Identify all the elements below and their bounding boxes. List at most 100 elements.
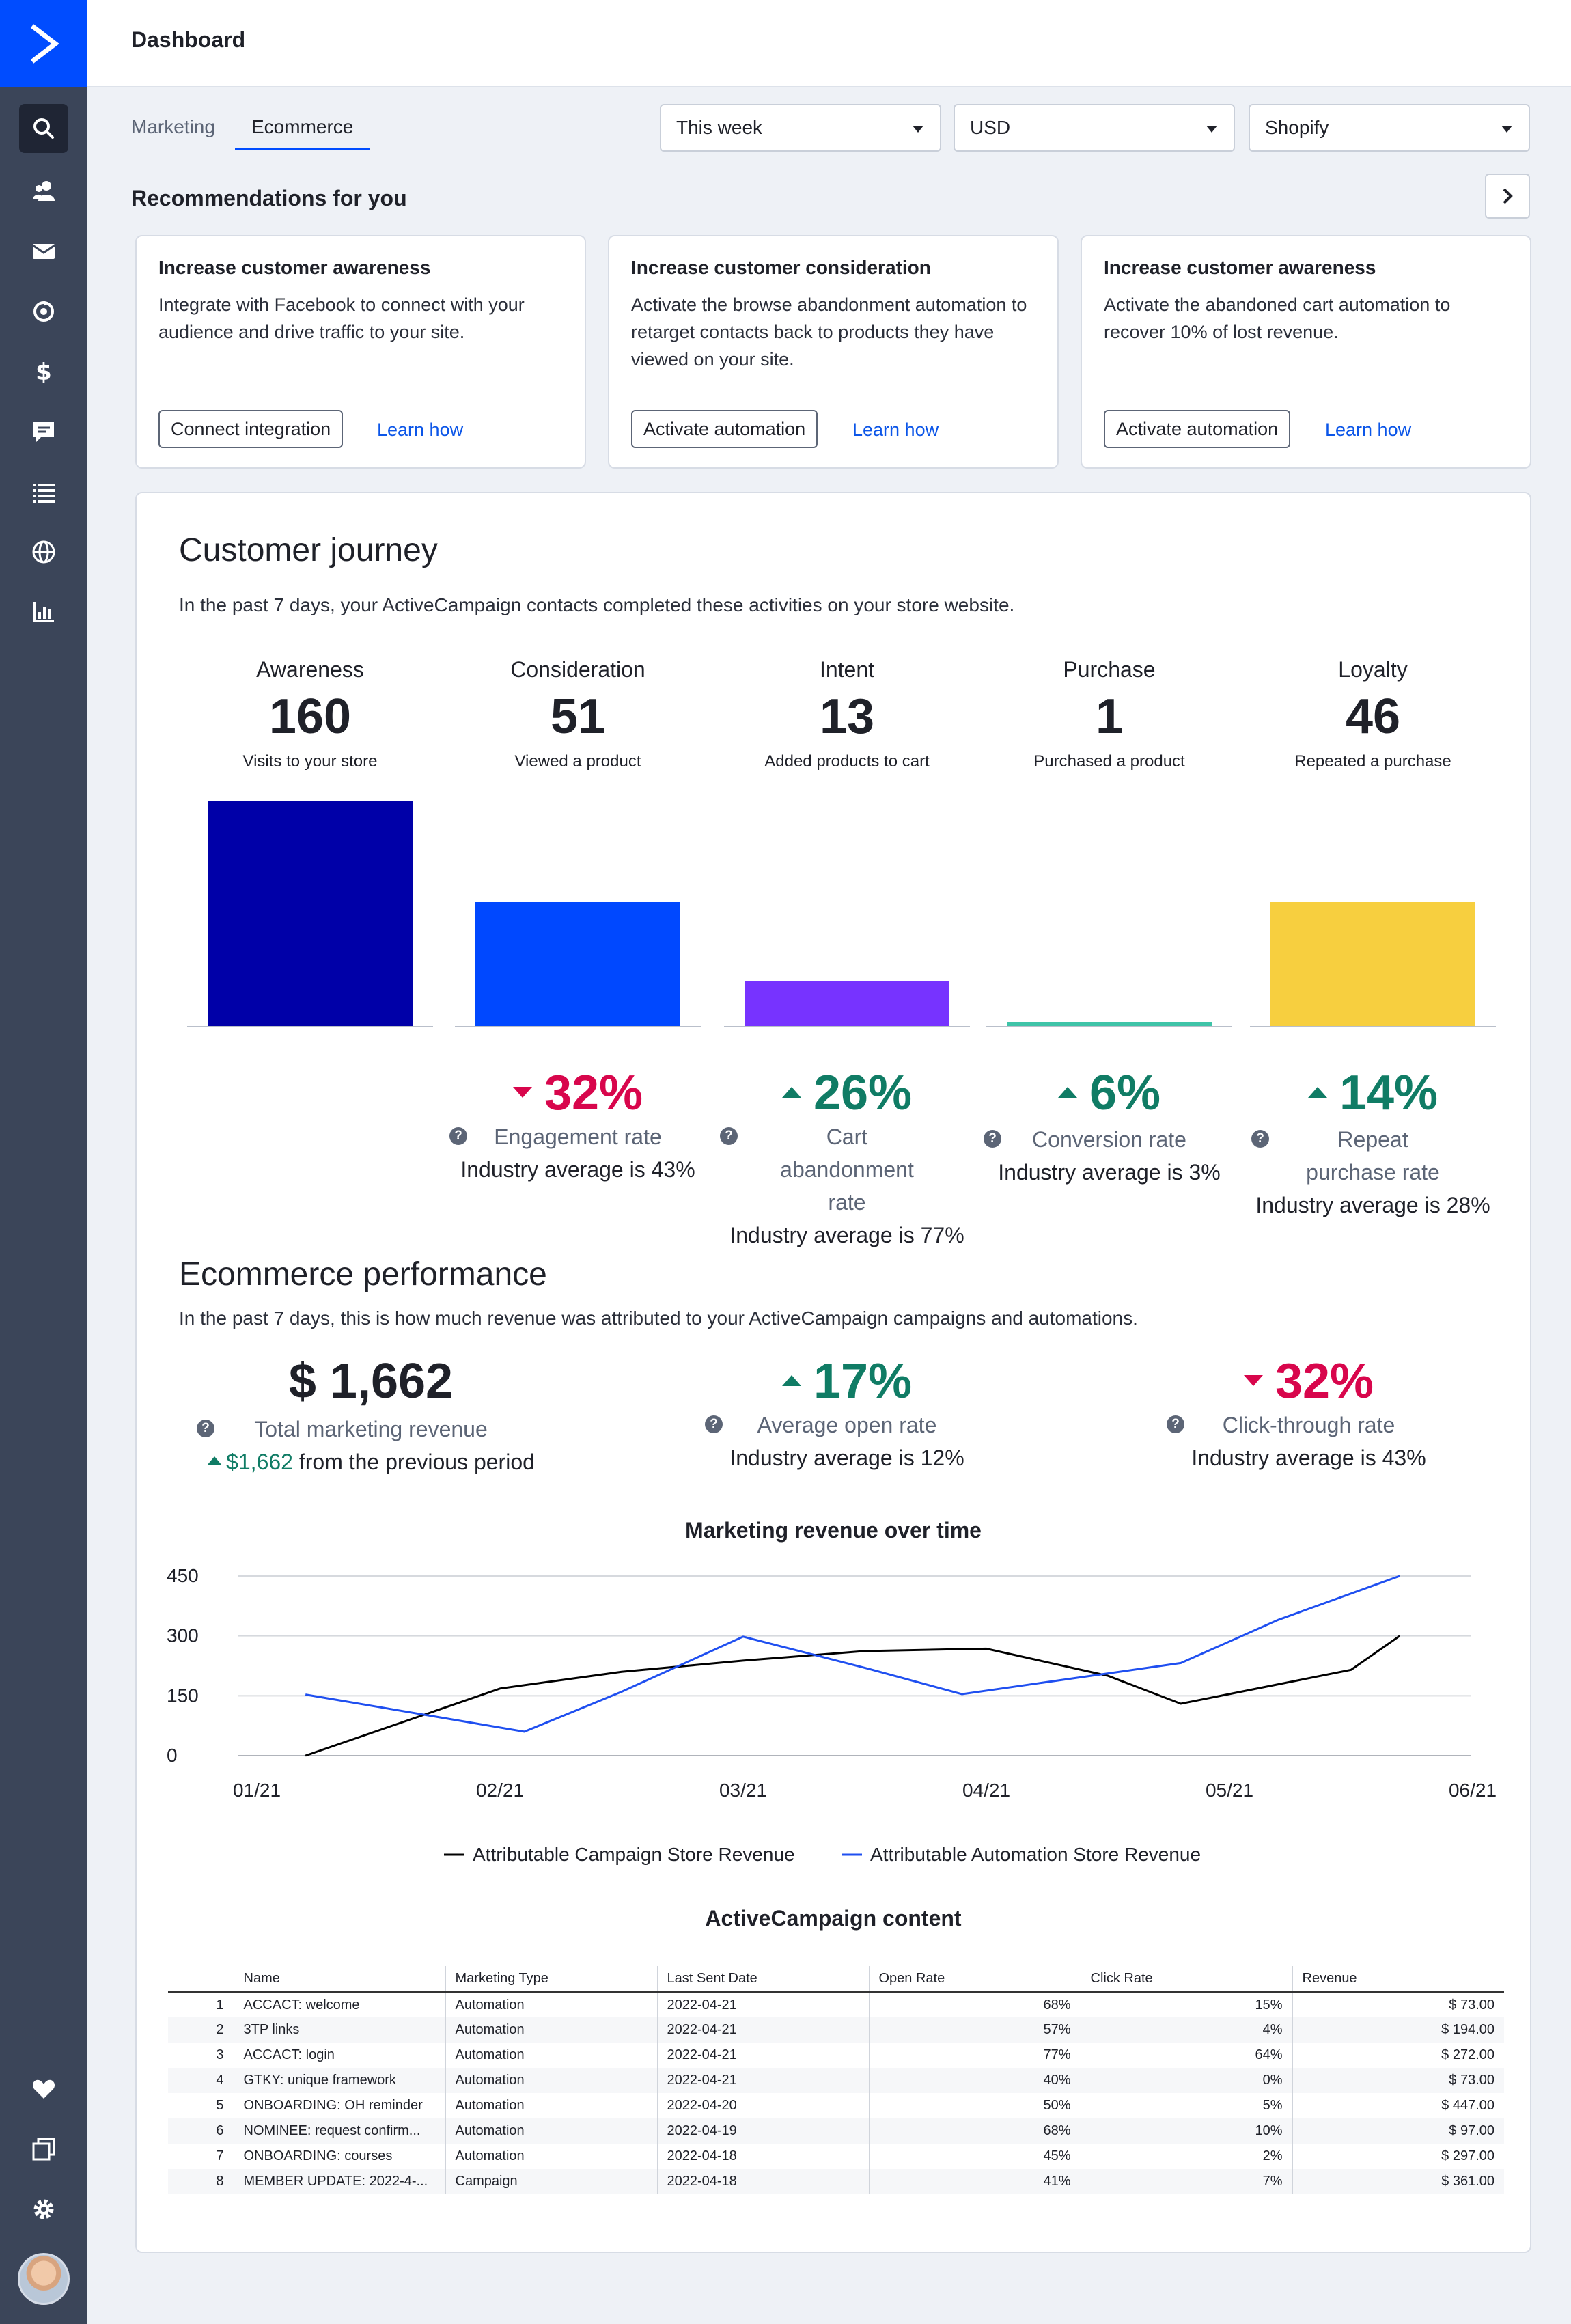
cart-abandonment-metric: 26% ? Cart abandonment rate Industry aver…: [720, 1066, 970, 1251]
metric-value: 14%: [1339, 1066, 1438, 1120]
activecampaign-logo-icon[interactable]: [0, 0, 87, 87]
help-icon[interactable]: ?: [705, 1415, 723, 1433]
email-icon[interactable]: [19, 227, 68, 276]
website-icon[interactable]: [19, 527, 68, 577]
column-header[interactable]: Click Rate: [1080, 1966, 1292, 1993]
recommendation-text: Integrate with Facebook to connect with …: [158, 294, 525, 342]
help-icon[interactable]: ?: [197, 1420, 214, 1437]
table-cell: 2022-04-21: [656, 2068, 869, 2093]
table-cell: 41%: [868, 2169, 1081, 2194]
tab-marketing[interactable]: Marketing: [131, 116, 215, 137]
stage-value: 13: [819, 689, 875, 744]
stage-label: Awareness: [256, 657, 364, 682]
lists-icon[interactable]: [19, 467, 68, 516]
baseline: [724, 1026, 970, 1027]
stage-label: Purchase: [1063, 657, 1156, 682]
revenue-change: $1,662: [226, 1450, 293, 1474]
metric-label: Engagement rate: [494, 1124, 662, 1149]
apps-icon[interactable]: [19, 2125, 68, 2174]
avatar[interactable]: [18, 2253, 70, 2305]
metric-label: Repeat purchase rate: [1306, 1127, 1440, 1185]
column-header[interactable]: Marketing Type: [445, 1966, 657, 1993]
x-tick-label: 02/21: [476, 1780, 524, 1801]
table-cell: $ 272.00: [1292, 2043, 1504, 2068]
reports-icon[interactable]: [19, 587, 68, 637]
stage-description: Purchased a product: [1033, 752, 1185, 771]
conversion-rate-metric: 6% ? Conversion rate Industry average is …: [984, 1066, 1232, 1189]
table-row[interactable]: 3 ACCACT: login Automation 2022-04-21 77% 64%…: [168, 2043, 1504, 2068]
table-header-row: Name Marketing Type Last Sent Date Open …: [168, 1966, 1504, 1993]
stage-awareness: Awareness 160 Visits to your store: [187, 657, 433, 771]
period-select-value: This week: [676, 117, 763, 138]
learn-how-link[interactable]: Learn how: [1325, 419, 1412, 440]
stage-intent: Intent 13 Added products to cart: [724, 657, 970, 771]
stage-value: 160: [268, 689, 352, 744]
column-header[interactable]: [168, 1966, 234, 1993]
baseline: [187, 1026, 433, 1027]
table-cell: $ 97.00: [1292, 2118, 1504, 2144]
help-icon[interactable]: ?: [984, 1130, 1001, 1148]
table-row[interactable]: 2 3TP links Automation 2022-04-21 57% 4% $ 194…: [168, 2017, 1504, 2043]
activate-automation-button[interactable]: Activate automation: [631, 410, 818, 448]
help-icon[interactable]: ?: [449, 1127, 467, 1145]
recommendation-title: Increase customer awareness: [1104, 257, 1376, 278]
table-cell: 2022-04-21: [656, 2043, 869, 2068]
table-cell: 4: [168, 2068, 234, 2093]
table-row[interactable]: 6 NOMINEE: request confirm... Automation 20…: [168, 2118, 1504, 2144]
contacts-icon[interactable]: [19, 167, 68, 216]
stage-purchase: Purchase 1 Purchased a product: [986, 657, 1232, 771]
automations-icon[interactable]: [19, 287, 68, 336]
search-icon[interactable]: [19, 104, 68, 153]
stage-loyalty: Loyalty 46 Repeated a purchase: [1250, 657, 1496, 771]
repeat-purchase-metric: 14% ? Repeat purchase rate Industry avera…: [1250, 1066, 1496, 1221]
industry-average: Industry average is 43%: [460, 1157, 695, 1182]
page-title: Dashboard: [131, 27, 246, 52]
learn-how-link[interactable]: Learn how: [852, 419, 939, 440]
column-header[interactable]: Name: [233, 1966, 445, 1993]
column-header[interactable]: Last Sent Date: [656, 1966, 869, 1993]
help-icon[interactable]: ?: [720, 1127, 738, 1145]
y-tick-label: 150: [167, 1685, 199, 1706]
arrow-up-icon: [207, 1456, 223, 1466]
table-cell: ONBOARDING: courses: [233, 2144, 445, 2169]
deals-icon[interactable]: $: [19, 347, 68, 396]
gear-icon[interactable]: [19, 2185, 68, 2234]
connect-integration-button[interactable]: Connect integration: [158, 410, 344, 448]
next-button[interactable]: [1485, 174, 1530, 219]
learn-how-link[interactable]: Learn how: [377, 419, 464, 440]
table-row[interactable]: 4 GTKY: unique framework Automation 2022-04…: [168, 2068, 1504, 2093]
industry-average: Industry average is 12%: [729, 1445, 964, 1470]
series-line: [305, 1635, 1401, 1757]
table-row[interactable]: 5 ONBOARDING: OH reminder Automation 2022-0…: [168, 2093, 1504, 2118]
heart-icon[interactable]: [19, 2064, 68, 2114]
activate-automation-button[interactable]: Activate automation: [1104, 410, 1291, 448]
help-icon[interactable]: ?: [1251, 1130, 1269, 1148]
table-row[interactable]: 1 ACCACT: welcome Automation 2022-04-21 68% 1…: [168, 1992, 1504, 2017]
x-tick-label: 03/21: [719, 1780, 767, 1801]
table-cell: 8: [168, 2169, 234, 2194]
metric-label: Conversion rate: [1032, 1127, 1186, 1152]
table-body: 1 ACCACT: welcome Automation 2022-04-21 68% 1…: [168, 1992, 1504, 2194]
column-header[interactable]: Revenue: [1292, 1966, 1504, 1993]
column-header[interactable]: Open Rate: [868, 1966, 1081, 1993]
recommendation-text: Activate the abandoned cart automation t…: [1104, 294, 1451, 342]
table-cell: 2: [168, 2017, 234, 2043]
table-cell: Automation: [445, 2068, 657, 2093]
store-select[interactable]: Shopify: [1249, 104, 1530, 152]
dashboard-panel: [135, 492, 1531, 2253]
table-row[interactable]: 8 MEMBER UPDATE: 2022-4-... Campaign 2022-0…: [168, 2169, 1504, 2194]
conversations-icon[interactable]: [19, 407, 68, 456]
legend-label: Attributable Automation Store Revenue: [870, 1844, 1201, 1865]
table-cell: Automation: [445, 2144, 657, 2169]
table-cell: MEMBER UPDATE: 2022-4-...: [233, 2169, 445, 2194]
tab-ecommerce[interactable]: Ecommerce: [235, 116, 370, 150]
help-icon[interactable]: ?: [1167, 1415, 1184, 1433]
table-cell: 64%: [1080, 2043, 1292, 2068]
sidebar: $: [0, 0, 87, 2324]
table-row[interactable]: 7 ONBOARDING: courses Automation 2022-04-18…: [168, 2144, 1504, 2169]
content-table: Name Marketing Type Last Sent Date Open …: [168, 1966, 1504, 2194]
y-tick-label: 300: [167, 1625, 199, 1646]
chevron-down-icon: [1206, 126, 1217, 133]
period-select[interactable]: This week: [660, 104, 941, 152]
currency-select[interactable]: USD: [954, 104, 1235, 152]
